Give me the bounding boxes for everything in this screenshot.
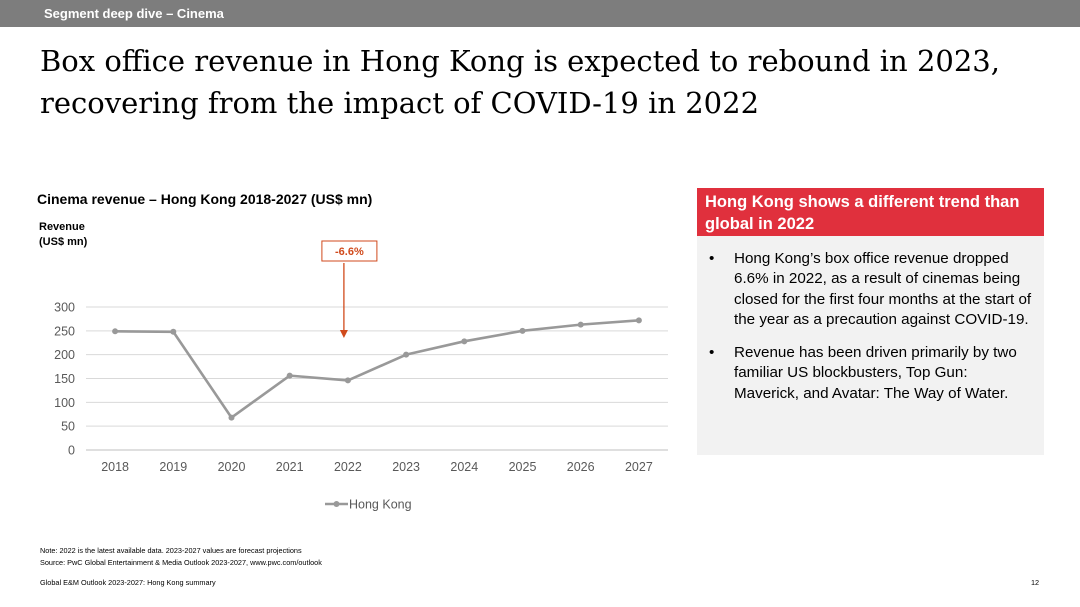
data-point xyxy=(519,327,526,334)
callout-header: Hong Kong shows a different trend than g… xyxy=(697,188,1044,236)
series-line xyxy=(115,319,639,419)
legend-marker xyxy=(333,501,340,507)
data-point xyxy=(228,414,235,421)
y-tick-label: 0 xyxy=(68,444,75,458)
y-tick-label: 50 xyxy=(61,420,75,434)
x-tick-label: 2020 xyxy=(218,460,246,474)
page-number: 12 xyxy=(1031,578,1040,587)
x-tick-label: 2019 xyxy=(159,460,187,474)
annotation-box xyxy=(321,240,378,262)
y-tick-label: 150 xyxy=(54,372,75,386)
footnote-source: Source: PwC Global Entertainment & Media… xyxy=(40,558,322,567)
x-tick-label: 2026 xyxy=(567,460,595,474)
x-tick-label: 2018 xyxy=(101,460,129,474)
callout-bullet-text: Hong Kong’s box office revenue dropped 6… xyxy=(734,250,1032,328)
y-tick-label: 300 xyxy=(54,301,75,315)
slide-title-line-2: recovering from the impact of COVID-19 i… xyxy=(40,86,760,120)
data-point xyxy=(461,338,468,345)
data-point xyxy=(635,317,642,324)
section-label: Segment deep dive – Cinema xyxy=(44,6,224,21)
bullet-marker: • xyxy=(709,344,715,362)
x-tick-label: 2021 xyxy=(276,460,304,474)
data-point xyxy=(170,328,177,335)
x-tick-label: 2024 xyxy=(450,460,478,474)
data-point xyxy=(286,372,293,379)
x-tick-label: 2023 xyxy=(392,460,420,474)
slide-title-line-1: Box office revenue in Hong Kong is expec… xyxy=(40,44,1000,78)
annotation-arrow-head xyxy=(339,330,348,338)
callout-body: • Hong Kong’s box office revenue dropped… xyxy=(697,236,1044,455)
x-tick-label: 2022 xyxy=(334,460,362,474)
callout-bullet-2: • Revenue has been driven primarily by t… xyxy=(709,343,1032,404)
data-point xyxy=(577,321,584,328)
footnote-note: Note: 2022 is the latest available data.… xyxy=(40,546,302,555)
y-tick-label: 100 xyxy=(54,396,75,410)
annotation-label: -6.6% xyxy=(335,246,364,258)
publication-title: Global E&M Outlook 2023-2027: Hong Kong … xyxy=(40,578,216,587)
data-point xyxy=(344,377,351,384)
chart-series xyxy=(112,317,642,421)
chart-annotation: -6.6% xyxy=(321,240,378,338)
x-axis-ticks: 2018 2019 2020 2021 2022 2023 2024 2025 2026 2027 xyxy=(101,460,653,474)
legend-label: Hong Kong xyxy=(349,498,412,512)
y-tick-label: 200 xyxy=(54,348,75,362)
chart-title: Cinema revenue – Hong Kong 2018-2027 (US… xyxy=(37,191,373,207)
data-point xyxy=(403,351,410,358)
y-axis-ticks: 0 50 100 150 200 250 300 xyxy=(54,301,75,458)
callout-bullet-1: • Hong Kong’s box office revenue dropped… xyxy=(709,249,1032,330)
y-tick-label: 250 xyxy=(54,324,75,338)
slide-title: Box office revenue in Hong Kong is expec… xyxy=(40,40,1040,124)
x-tick-label: 2027 xyxy=(625,460,653,474)
section-header-bar: Segment deep dive – Cinema xyxy=(0,0,1080,27)
chart-legend: Hong Kong xyxy=(325,498,412,512)
data-point xyxy=(112,328,119,335)
x-tick-label: 2025 xyxy=(509,460,537,474)
bullet-marker: • xyxy=(709,250,715,267)
y-axis-label: Revenue (US$ mn) xyxy=(39,221,88,248)
chart-gridlines xyxy=(86,306,668,451)
callout-bullet-text: Revenue has been driven primarily by two… xyxy=(734,344,1017,402)
